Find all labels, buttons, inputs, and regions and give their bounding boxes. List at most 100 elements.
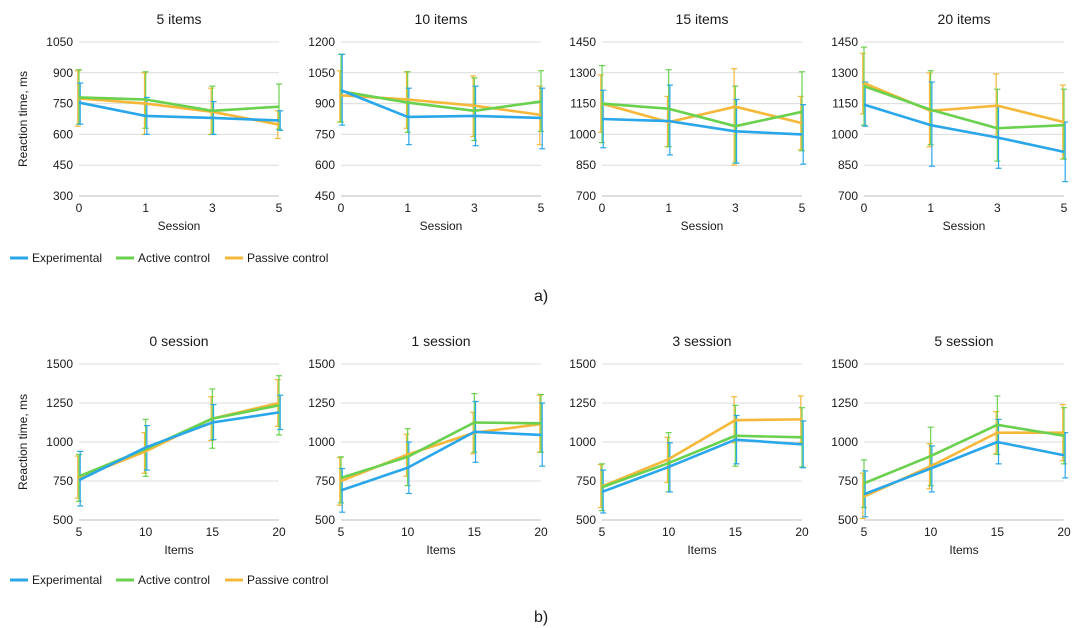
chart-b-3-session: 500 750 1000 1250 1500 5 10 15 20 3 session Items (569, 333, 809, 557)
y-tick-label: 600 (53, 127, 73, 141)
x-axis-label: Items (687, 543, 716, 557)
series-line-active (601, 434, 803, 489)
y-tick-label: 1450 (831, 35, 858, 49)
series-line-active (863, 84, 1065, 130)
y-tick-label: 850 (838, 158, 858, 172)
series-line-experimental (863, 440, 1065, 496)
chart-title: 10 items (415, 11, 468, 27)
y-tick-label: 750 (838, 474, 858, 488)
x-tick-label: 20 (534, 525, 548, 539)
x-tick-label: 3 (732, 201, 739, 215)
chart-title: 0 session (149, 333, 208, 349)
series-line-active (340, 89, 542, 113)
series-line-experimental (78, 411, 280, 482)
y-tick-label: 500 (576, 513, 596, 527)
y-tick-label: 1000 (308, 435, 335, 449)
y-tick-label: 1250 (569, 396, 596, 410)
legend-b-active-label: Active control (138, 573, 210, 587)
y-tick-label: 900 (53, 66, 73, 80)
y-tick-label: 1050 (308, 66, 335, 80)
series-line-passive (601, 418, 803, 488)
series-line-experimental (863, 103, 1065, 154)
x-tick-label: 5 (276, 201, 283, 215)
y-tick-label: 1500 (308, 357, 335, 371)
y-tick-label: 1000 (831, 435, 858, 449)
y-axis-label: Reaction time, ms (16, 71, 30, 167)
y-tick-label: 1250 (308, 396, 335, 410)
y-tick-label: 700 (838, 189, 858, 203)
series-line-active (601, 102, 803, 128)
chart-a-10-items: 450 600 750 900 1050 1200 0 1 3 5 10 items Session (308, 11, 546, 233)
x-tick-label: 3 (471, 201, 478, 215)
legend-a-experimental-label: Experimental (32, 251, 102, 265)
x-axis-label: Items (164, 543, 193, 557)
x-tick-label: 1 (404, 201, 411, 215)
legend-b: Experimental Active control Passive cont… (10, 573, 328, 587)
x-tick-label: 15 (468, 525, 482, 539)
y-tick-label: 750 (315, 127, 335, 141)
y-tick-label: 500 (315, 513, 335, 527)
y-tick-label: 1000 (46, 435, 73, 449)
legend-a: Experimental Active control Passive cont… (10, 251, 328, 265)
x-tick-label: 20 (1057, 525, 1071, 539)
y-tick-label: 1300 (831, 66, 858, 80)
panel-label-a: a) (534, 288, 548, 305)
legend-a-passive-label: Passive control (247, 251, 328, 265)
series-line-experimental (601, 438, 803, 494)
x-tick-label: 15 (729, 525, 743, 539)
y-tick-label: 750 (576, 474, 596, 488)
x-tick-label: 3 (994, 201, 1001, 215)
y-tick-label: 750 (315, 474, 335, 488)
y-tick-label: 1250 (46, 396, 73, 410)
series-line-passive (78, 97, 280, 126)
chart-title: 5 session (934, 333, 993, 349)
series-line-active (340, 421, 542, 480)
x-axis-label: Session (158, 219, 201, 233)
y-tick-label: 1200 (308, 35, 335, 49)
x-tick-label: 10 (662, 525, 676, 539)
y-tick-label: 750 (53, 474, 73, 488)
y-tick-label: 450 (53, 158, 73, 172)
y-tick-label: 1000 (569, 127, 596, 141)
chart-b-0-session: 500 750 1000 1250 1500 5 10 15 20 0 session Items R… (16, 333, 286, 557)
x-tick-label: 1 (665, 201, 672, 215)
y-tick-label: 900 (315, 97, 335, 111)
y-tick-label: 1000 (569, 435, 596, 449)
y-tick-label: 1150 (570, 97, 596, 111)
panel-label-b: b) (534, 609, 548, 626)
series-line-experimental (78, 101, 280, 122)
x-axis-label: Session (420, 219, 463, 233)
x-tick-label: 20 (795, 525, 809, 539)
series-line-active (78, 96, 280, 113)
y-tick-label: 700 (576, 189, 596, 203)
x-tick-label: 0 (599, 201, 606, 215)
x-tick-label: 5 (76, 525, 83, 539)
x-tick-label: 10 (139, 525, 153, 539)
x-axis-label: Items (426, 543, 455, 557)
x-tick-label: 5 (338, 525, 345, 539)
legend-b-experimental-label: Experimental (32, 573, 102, 587)
legend-a-active-label: Active control (138, 251, 210, 265)
x-tick-label: 5 (1061, 201, 1068, 215)
y-tick-label: 1450 (569, 35, 596, 49)
chart-b-1-session: 500 750 1000 1250 1500 5 10 15 20 1 session Items (308, 333, 548, 557)
chart-a-15-items: 700 850 1000 1150 1300 1450 0 1 3 5 15 items Sessio… (569, 11, 807, 233)
y-tick-label: 500 (838, 513, 858, 527)
y-tick-label: 300 (53, 189, 73, 203)
y-tick-label: 1000 (831, 127, 858, 141)
y-tick-label: 1050 (46, 35, 73, 49)
y-tick-label: 600 (315, 158, 335, 172)
x-axis-label: Session (681, 219, 724, 233)
series-line-active (863, 423, 1065, 485)
x-tick-label: 0 (76, 201, 83, 215)
y-tick-label: 1500 (831, 357, 858, 371)
chart-title: 20 items (938, 11, 991, 27)
legend-b-passive-label: Passive control (247, 573, 328, 587)
series-line-passive (863, 81, 1065, 124)
y-tick-label: 1250 (831, 396, 858, 410)
y-tick-label: 850 (576, 158, 596, 172)
x-axis-label: Items (949, 543, 978, 557)
y-tick-label: 1300 (569, 66, 596, 80)
x-tick-label: 1 (142, 201, 149, 215)
series-line-experimental (340, 430, 542, 492)
